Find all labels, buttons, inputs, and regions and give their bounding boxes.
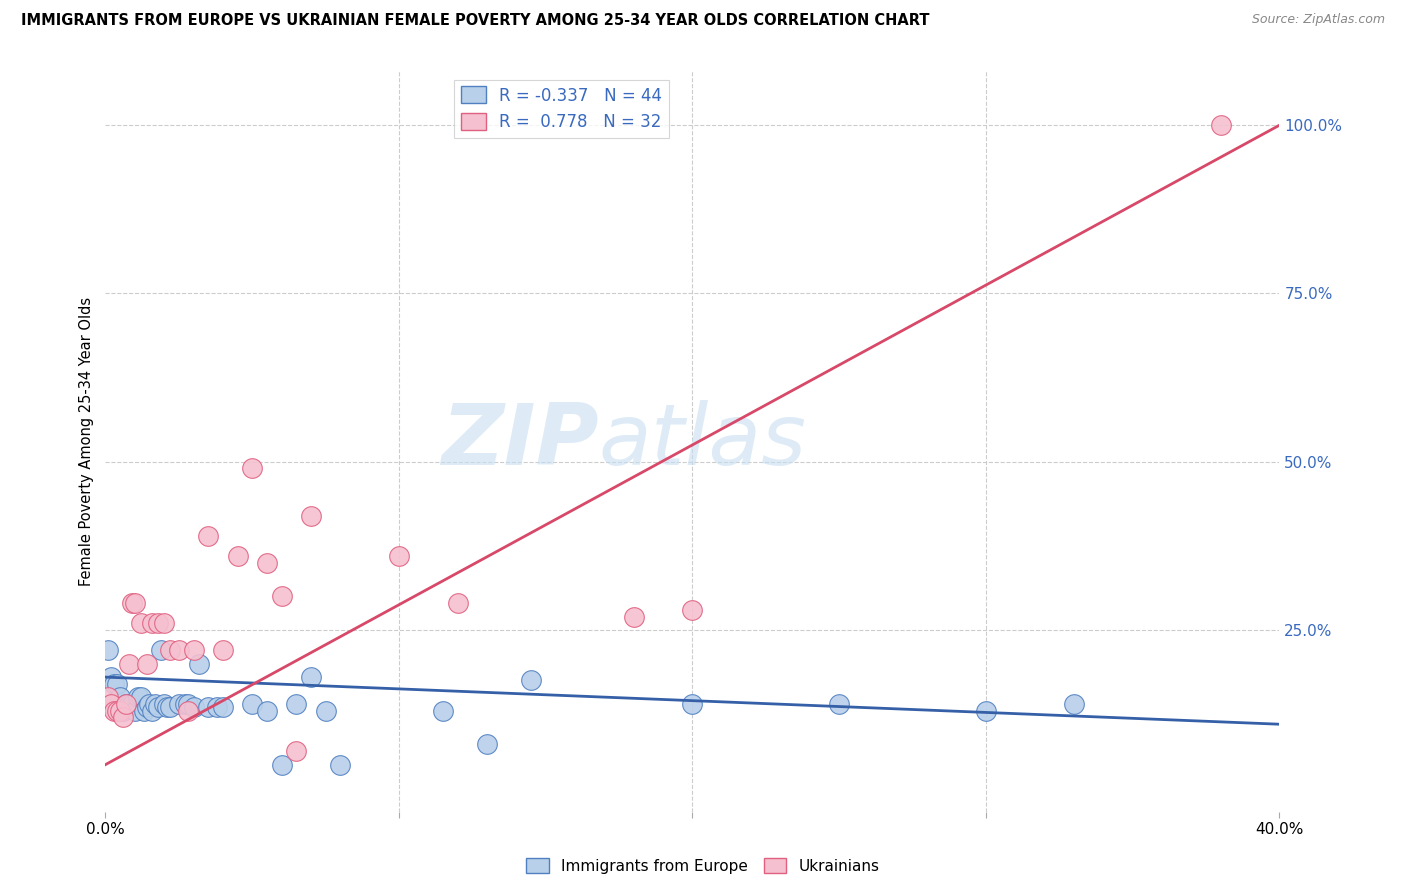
Point [156,700,179,714]
Point [176,697,198,711]
Point [129,690,152,705]
Point [121,697,143,711]
Point [97,690,120,705]
Point [132,704,155,718]
Point [447,596,470,610]
Point [226,549,249,563]
Point [974,704,997,718]
Point [681,697,703,711]
Point [1063,697,1085,711]
Point [432,704,454,718]
Point [141,704,163,718]
Point [299,670,322,684]
Point [148,700,170,714]
Point [211,643,233,657]
Point [127,690,149,705]
Point [183,700,205,714]
Point [97,643,120,657]
Point [148,616,170,631]
Point [118,697,141,711]
Point [100,697,122,711]
Point [100,670,122,684]
Point [240,461,263,475]
Point [115,697,138,711]
Point [108,704,131,718]
Point [388,549,411,563]
Point [143,697,166,711]
Point [256,704,278,718]
Point [623,609,645,624]
Point [197,700,219,714]
Point [159,700,181,714]
Point [520,673,543,688]
Point [150,643,173,657]
Text: atlas: atlas [599,400,807,483]
Point [103,677,125,691]
Point [105,677,128,691]
Point [183,643,205,657]
Point [681,603,703,617]
Point [121,596,143,610]
Text: ZIP: ZIP [441,400,599,483]
Point [135,700,157,714]
Point [153,697,176,711]
Point [256,556,278,570]
Point [115,697,138,711]
Text: Source: ZipAtlas.com: Source: ZipAtlas.com [1251,13,1385,27]
Point [153,616,176,631]
Y-axis label: Female Poverty Among 25-34 Year Olds: Female Poverty Among 25-34 Year Olds [79,297,94,586]
Point [828,697,851,711]
Point [138,697,160,711]
Point [112,704,135,718]
Point [475,738,498,752]
Point [159,643,181,657]
Point [167,643,190,657]
Point [270,590,292,604]
Point [112,710,135,724]
Legend: R = -0.337   N = 44, R =  0.778   N = 32: R = -0.337 N = 44, R = 0.778 N = 32 [454,79,669,137]
Point [197,529,219,543]
Point [103,704,125,718]
Legend: Immigrants from Europe, Ukrainians: Immigrants from Europe, Ukrainians [520,852,886,880]
Point [124,596,146,610]
Point [211,700,233,714]
Point [329,757,352,772]
Point [118,657,141,671]
Point [285,697,308,711]
Point [299,508,322,523]
Point [129,616,152,631]
Point [167,697,190,711]
Point [105,704,128,718]
Point [124,704,146,718]
Point [176,704,198,718]
Point [188,657,211,671]
Point [315,704,337,718]
Point [270,757,292,772]
Point [1209,118,1232,132]
Text: IMMIGRANTS FROM EUROPE VS UKRAINIAN FEMALE POVERTY AMONG 25-34 YEAR OLDS CORRELA: IMMIGRANTS FROM EUROPE VS UKRAINIAN FEMA… [21,13,929,29]
Point [285,744,308,758]
Point [240,697,263,711]
Point [135,657,157,671]
Point [205,700,228,714]
Point [173,697,195,711]
Point [108,690,131,705]
Point [141,616,163,631]
